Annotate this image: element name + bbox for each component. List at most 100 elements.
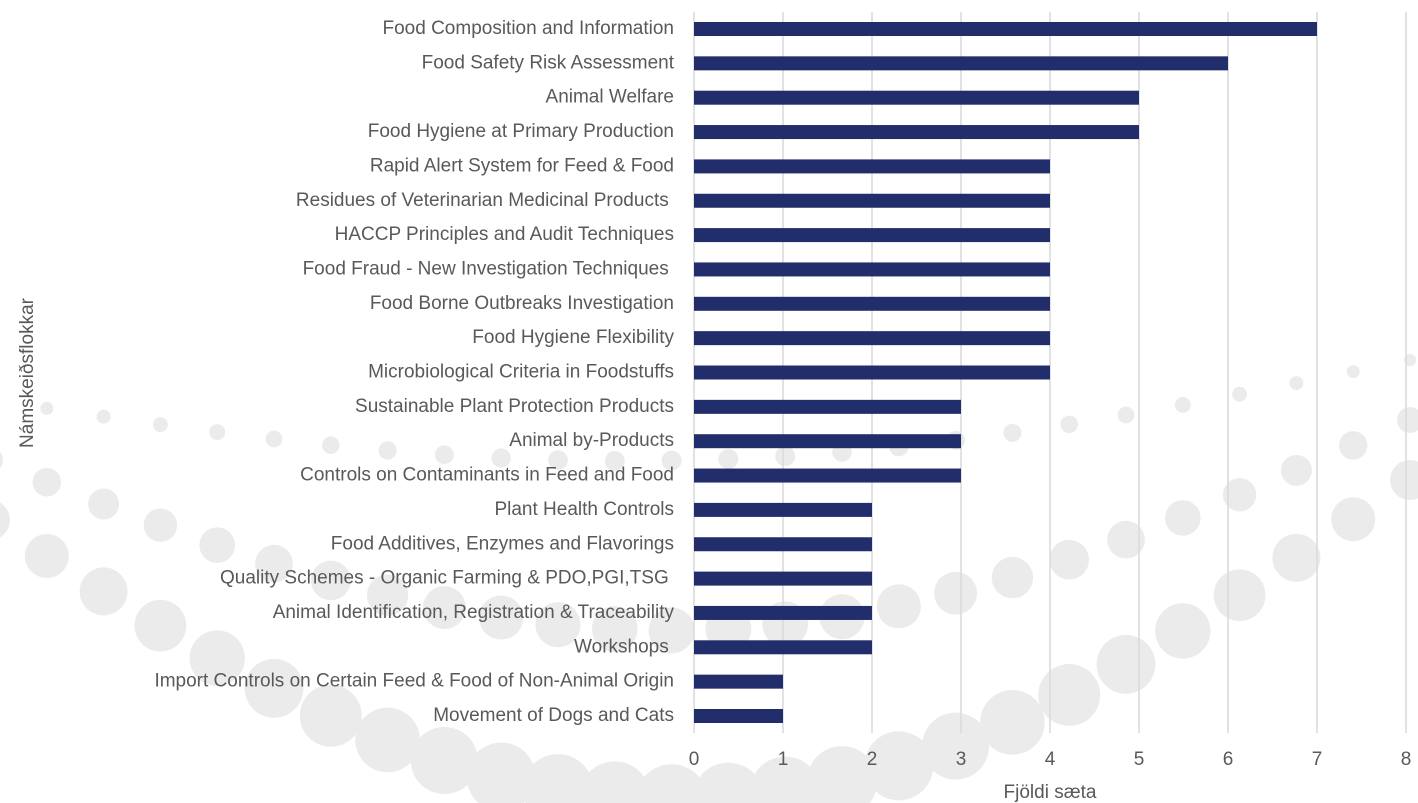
- bar: [694, 296, 1050, 311]
- decor-dot: [355, 707, 420, 773]
- bar: [694, 537, 872, 552]
- decor-dot: [1003, 423, 1022, 442]
- decor-dot: [1155, 603, 1211, 659]
- decor-dot: [991, 556, 1034, 599]
- y-tick-label: Animal Welfare: [546, 87, 674, 108]
- y-tick-label: Controls on Contaminants in Feed and Foo…: [300, 465, 674, 486]
- bar: [694, 640, 872, 655]
- y-axis-title: Námskeiðsflokkar: [17, 297, 38, 448]
- decor-dot: [143, 508, 178, 542]
- y-tick-label: Rapid Alert System for Feed & Food: [370, 155, 674, 176]
- decor-dot: [579, 761, 651, 803]
- y-tick-label: Food Fraud - New Investigation Technique…: [303, 258, 674, 279]
- y-tick-label: Food Safety Risk Assessment: [422, 52, 675, 73]
- bar: [694, 605, 872, 620]
- x-tick-label: 0: [689, 749, 700, 770]
- y-tick-label: Workshops: [574, 636, 674, 657]
- bar: [694, 502, 872, 517]
- x-tick-label: 5: [1134, 749, 1145, 770]
- bar: [694, 468, 961, 483]
- decor-dot: [410, 726, 478, 795]
- y-tick-label: HACCP Principles and Audit Techniques: [335, 224, 674, 245]
- decor-dot: [1164, 500, 1201, 536]
- decor-dot: [980, 690, 1045, 755]
- decor-dot: [1280, 454, 1312, 486]
- decor-dot: [96, 409, 111, 424]
- decor-dot: [255, 544, 293, 583]
- decor-dot: [1346, 365, 1360, 379]
- y-tick-label: Import Controls on Certain Feed & Food o…: [154, 671, 674, 692]
- bar: [694, 399, 961, 414]
- decor-dot: [366, 574, 409, 616]
- x-tick-label: 6: [1223, 749, 1234, 770]
- decor-dot: [718, 449, 739, 470]
- bar: [694, 193, 1050, 208]
- decor-dot: [265, 430, 283, 448]
- decor-dot: [1289, 376, 1304, 391]
- x-tick-label: 7: [1312, 749, 1323, 770]
- bar: [694, 56, 1228, 71]
- decor-dot: [134, 599, 187, 652]
- x-axis-title: Fjöldi sæta: [1004, 782, 1097, 803]
- decor-dot: [378, 441, 397, 460]
- x-tick-label: 2: [867, 749, 878, 770]
- decor-dot: [79, 567, 128, 616]
- bar: [694, 365, 1050, 380]
- y-tick-label: Movement of Dogs and Cats: [433, 705, 674, 726]
- decor-dot: [1117, 406, 1135, 424]
- decor-dot: [1390, 460, 1418, 500]
- x-tick-label: 1: [778, 749, 789, 770]
- decor-dot: [522, 754, 594, 803]
- y-tick-label: Food Hygiene Flexibility: [472, 327, 674, 348]
- decor-dot: [1174, 397, 1191, 413]
- y-tick-label: Animal Identification, Registration & Tr…: [273, 602, 675, 623]
- bar: [694, 159, 1050, 174]
- decor-dot: [466, 742, 536, 803]
- y-tick-label: Microbiological Criteria in Foodstuffs: [368, 362, 674, 383]
- decor-dot: [1331, 497, 1376, 542]
- decor-dot: [299, 684, 362, 747]
- y-tick-label: Animal by-Products: [509, 430, 674, 451]
- decor-dot: [322, 436, 340, 454]
- decor-dot: [692, 762, 765, 803]
- decor-dot: [648, 607, 695, 654]
- decor-dot: [479, 595, 524, 640]
- decor-dot: [591, 606, 638, 652]
- decor-dot: [806, 746, 878, 803]
- decor-dot: [864, 731, 934, 801]
- decor-dot: [1272, 533, 1321, 582]
- decor-dot: [24, 533, 69, 579]
- decor-dot: [1404, 354, 1416, 366]
- y-tick-label: Quality Schemes - Organic Farming & PDO,…: [220, 568, 674, 589]
- decor-dot: [1222, 478, 1257, 512]
- y-tick-label: Food Borne Outbreaks Investigation: [370, 293, 674, 314]
- bar: [694, 228, 1050, 243]
- decor-dot: [934, 571, 978, 615]
- bar: [694, 22, 1317, 36]
- decor-dot: [1096, 634, 1156, 694]
- decor-dot: [1338, 431, 1368, 460]
- decor-dot: [40, 401, 54, 415]
- y-tick-label: Sustainable Plant Protection Products: [355, 396, 674, 417]
- x-tick-label: 4: [1045, 749, 1056, 770]
- decor-dot: [635, 764, 708, 803]
- y-tick-label: Plant Health Controls: [494, 499, 674, 520]
- decor-dot: [435, 445, 454, 465]
- decor-dot: [189, 630, 245, 686]
- decor-dot: [1038, 664, 1101, 726]
- decor-dot: [535, 602, 581, 648]
- decor-dot: [604, 451, 625, 471]
- bar: [694, 262, 1050, 277]
- decor-dot: [199, 527, 236, 563]
- bar: [694, 571, 872, 586]
- decor-dot: [0, 502, 10, 538]
- decor-dot: [88, 488, 120, 520]
- decor-dot: [0, 451, 3, 469]
- decor-dot: [661, 450, 682, 471]
- x-tick-label: 3: [956, 749, 967, 770]
- decor-dot: [876, 584, 921, 629]
- decor-dot: [922, 712, 990, 780]
- decor-dot: [491, 448, 511, 468]
- decor-dot: [422, 586, 466, 630]
